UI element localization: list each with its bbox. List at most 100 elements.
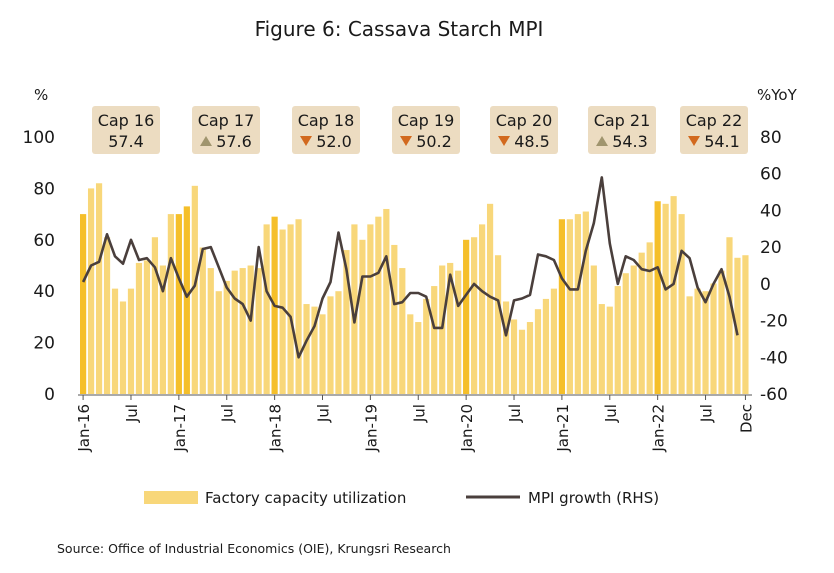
cap-box-label: Cap 17 — [198, 111, 255, 130]
cap-box-value: 50.2 — [416, 132, 452, 151]
bar — [343, 250, 350, 394]
bar — [654, 201, 661, 394]
x-tick-label: Jan-21 — [554, 404, 572, 453]
bar — [295, 219, 302, 394]
legend-line-label: MPI growth (RHS) — [528, 489, 659, 507]
right-tick-label: 40 — [760, 201, 782, 221]
bar — [223, 280, 230, 394]
bar — [510, 319, 518, 394]
bar — [335, 291, 342, 394]
cap-box: Cap 18 52.0 — [292, 106, 360, 154]
bar — [423, 298, 430, 394]
x-tick-label: Jul — [410, 404, 428, 423]
right-axis-unit: %YoY — [757, 86, 798, 104]
bar — [247, 265, 254, 394]
bar — [207, 268, 214, 394]
bar — [614, 286, 621, 394]
cap-box-value: 57.6 — [216, 132, 252, 151]
bar — [255, 268, 262, 394]
bar — [95, 183, 103, 394]
right-tick-label: 80 — [760, 128, 782, 148]
bar — [662, 203, 669, 394]
bar — [494, 255, 502, 394]
bar — [710, 283, 717, 394]
triangle-up-icon — [200, 136, 212, 146]
legend-bar-swatch — [144, 491, 198, 504]
cap-box-label: Cap 19 — [398, 111, 455, 130]
x-axis-ticks: Jan-16 Jul Jan-17 Jul Jan-18 Jul Jan-19 Jul Jan-… — [75, 395, 755, 453]
right-tick-label: 60 — [760, 165, 782, 185]
cap-box: Cap 21 54.3 — [588, 106, 656, 154]
cap-box-value: 52.0 — [316, 132, 352, 151]
bar — [447, 262, 454, 394]
bar — [622, 273, 629, 394]
bar — [694, 288, 701, 394]
bar — [119, 301, 127, 394]
right-tick-label: -60 — [760, 385, 788, 405]
right-tick-label: 20 — [760, 238, 782, 258]
line-series — [81, 176, 739, 359]
bar — [638, 252, 645, 394]
x-tick-label: Jan-19 — [362, 404, 380, 453]
left-tick-label: 60 — [33, 231, 55, 251]
x-tick-label: Jul — [506, 404, 524, 423]
bar — [534, 309, 542, 394]
bar — [383, 208, 390, 394]
bar — [718, 270, 725, 394]
cap-box: Cap 16 57.4 — [92, 106, 160, 154]
bar — [415, 322, 422, 394]
cap-box-label: Cap 21 — [594, 111, 651, 130]
bar — [183, 206, 190, 394]
bar — [558, 219, 565, 394]
cap-box: Cap 20 48.5 — [490, 106, 558, 154]
cap-box-bg — [292, 106, 360, 154]
right-axis-ticks: -60 -40 -20 0 20 40 60 80 — [760, 128, 788, 405]
bar — [199, 247, 206, 394]
bar — [463, 239, 470, 394]
bar — [319, 314, 326, 394]
left-tick-label: 40 — [33, 282, 55, 302]
bar — [287, 224, 294, 394]
bar — [479, 224, 486, 394]
bar — [151, 237, 159, 394]
x-tick-label: Jan-16 — [75, 404, 93, 453]
cap-box-value: 54.3 — [612, 132, 648, 151]
bar — [311, 306, 318, 394]
bar — [135, 262, 143, 394]
bar — [678, 214, 685, 394]
bar — [239, 268, 246, 394]
bar — [375, 216, 382, 394]
bar — [359, 239, 366, 394]
cap-box: Cap 19 50.2 — [392, 106, 460, 154]
cap-box-label: Cap 18 — [298, 111, 355, 130]
triangle-down-icon — [300, 136, 312, 146]
source-note: Source: Office of Industrial Economics (… — [57, 541, 451, 556]
bar — [391, 244, 398, 394]
cap-box-bg — [680, 106, 748, 154]
bar — [215, 291, 222, 394]
left-axis-unit: % — [34, 86, 48, 104]
bar — [455, 270, 462, 394]
x-tick-label: Jan-22 — [650, 404, 668, 453]
bar — [159, 265, 166, 394]
bar — [351, 224, 358, 394]
cap-box-bg — [490, 106, 558, 154]
bar — [566, 219, 573, 394]
bar — [742, 255, 749, 394]
x-tick-label: Jul — [123, 404, 141, 423]
bar-series — [80, 183, 749, 394]
bar — [471, 237, 478, 394]
mpi-growth-line — [81, 176, 739, 359]
bar — [431, 286, 438, 394]
bar — [486, 203, 494, 394]
bar — [143, 260, 151, 394]
cap-box-bg — [392, 106, 460, 154]
bar — [279, 229, 286, 394]
x-tick-label: Jan-18 — [267, 404, 285, 453]
bar — [127, 288, 135, 394]
bar — [598, 304, 605, 394]
left-axis-ticks: 0 20 40 60 80 100 — [23, 128, 55, 405]
bar — [263, 224, 270, 394]
bar — [399, 268, 406, 394]
